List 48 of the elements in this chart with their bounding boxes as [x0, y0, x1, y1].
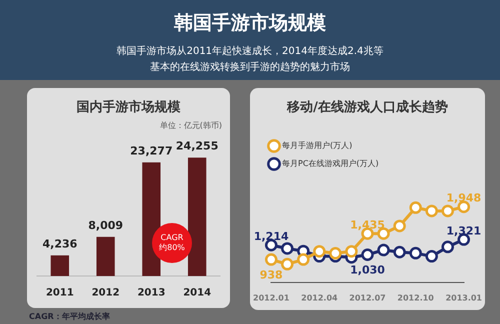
point [409, 201, 422, 214]
x-tick-label: 2011 [46, 288, 74, 299]
point [393, 246, 406, 258]
data-label: 1,214 [254, 230, 289, 243]
data-label: 1,948 [446, 192, 482, 205]
data-label: 24,255 [176, 140, 218, 153]
point [393, 220, 406, 232]
data-label: 1,030 [350, 264, 386, 277]
data-label: 1,321 [446, 224, 482, 238]
x-tick-label: 2012.01 [253, 293, 290, 302]
legend-label: 每月PC在线游戏用户(万人) [282, 159, 379, 168]
x-tick-label: 2012.07 [349, 293, 386, 302]
x-tick-label: 2014 [183, 288, 212, 299]
point [425, 204, 438, 218]
point [377, 244, 390, 256]
data-label: 8,009 [88, 218, 124, 232]
point [345, 245, 358, 258]
x-tick-label: 2012.04 [301, 293, 338, 302]
bar [50, 255, 70, 276]
legend-label: 每月手游用户(万人) [282, 141, 352, 150]
data-label: 4,236 [42, 237, 78, 250]
x-tick-label: 2013.01 [446, 293, 482, 302]
data-label: 938 [260, 268, 283, 282]
point [361, 248, 374, 261]
point [281, 242, 294, 255]
x-tick-label: 2012.10 [397, 293, 434, 302]
point [425, 250, 438, 263]
data-label: 1,435 [350, 218, 385, 232]
text: CAGR：年平均成长率 [29, 311, 110, 322]
chart-title: 移动/在线游戏人口成长趋势 [286, 99, 449, 116]
chart-title: 国内手游市场规模 [76, 98, 182, 116]
x-tick-label: 2012 [92, 288, 120, 299]
bar [142, 162, 161, 276]
point [441, 240, 454, 254]
point [441, 204, 454, 218]
bar [96, 236, 115, 276]
point [281, 258, 294, 270]
point [264, 253, 278, 266]
bar [188, 158, 206, 276]
text: 单位：亿元(韩币) [160, 120, 222, 131]
x-tick-label: 2013 [137, 288, 166, 299]
text: 韩国手游市场从2011年起快速成长，2014年度达成2.4兆等基本的在线游戏转换到手游的趋势的魅力市场 [116, 44, 384, 75]
data-label: 23,277 [130, 144, 173, 158]
point [409, 246, 422, 260]
point [313, 245, 326, 258]
point [297, 253, 310, 266]
point [329, 247, 342, 260]
text: 韩国手游市场规模 [173, 11, 327, 36]
